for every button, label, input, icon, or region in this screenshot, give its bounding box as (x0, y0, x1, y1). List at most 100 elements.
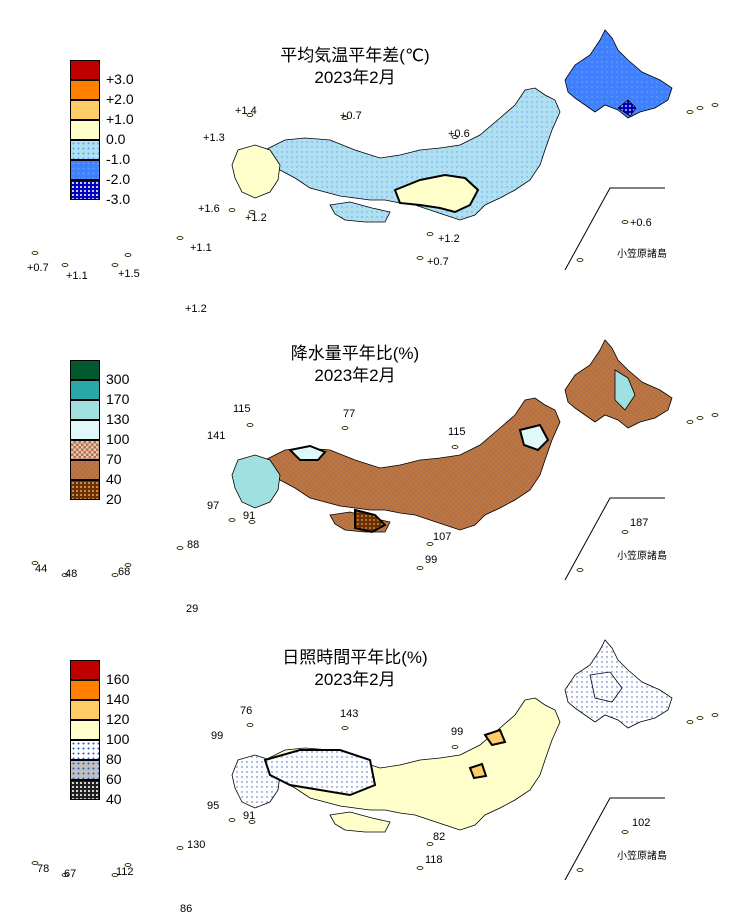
map-region (393, 173, 480, 214)
legend-swatch (70, 180, 100, 200)
island-mark (248, 520, 256, 524)
island-mark (248, 820, 256, 824)
legend-label: 20 (106, 491, 122, 507)
island-mark (426, 842, 434, 846)
island-mark (426, 232, 434, 236)
legend-label: +3.0 (106, 71, 134, 87)
legend-swatch (70, 660, 100, 680)
island-mark (696, 416, 704, 420)
station-value-sado: 143 (340, 708, 359, 720)
island-mark (246, 113, 254, 117)
island-mark (621, 530, 629, 534)
legend-swatch (70, 380, 100, 400)
legend-swatch (70, 360, 100, 380)
map-region (614, 369, 636, 411)
station-value-tanegashima: +1.2 (245, 212, 267, 224)
period-text: 2023年2月 (314, 68, 396, 87)
station-value-sado: 77 (343, 408, 356, 420)
map-region (329, 201, 391, 223)
inset-frame-line (564, 797, 665, 881)
station-value-miyako: 48 (65, 568, 78, 580)
legend-swatch (70, 80, 100, 100)
map-region (468, 762, 488, 780)
station-value-miyakejima: +1.2 (438, 233, 460, 245)
legend-label: 80 (106, 751, 122, 767)
island-mark (576, 868, 584, 872)
island-mark (124, 863, 132, 867)
station-value-okinoshima: +0.7 (427, 256, 449, 268)
island-mark (176, 846, 184, 850)
map-region (329, 811, 391, 833)
island-mark (111, 573, 119, 577)
legend-swatch (70, 460, 100, 480)
panel-title: 平均気温平年差(℃) 2023年2月 (250, 45, 460, 89)
panel-title: 日照時間平年比(%) 2023年2月 (250, 647, 460, 691)
island-mark (416, 866, 424, 870)
station-value-nase: +1.1 (190, 242, 212, 254)
title-text: 平均気温平年差(℃) (280, 46, 430, 65)
station-value-yakushima: 95 (207, 800, 220, 812)
island-mark (711, 103, 719, 107)
legend-label: 160 (106, 671, 130, 687)
island-mark (686, 110, 694, 114)
legend-label: 60 (106, 771, 122, 787)
island-mark (711, 413, 719, 417)
ogasawara-label: 小笠原諸島 (617, 851, 667, 862)
legend-label: 40 (106, 791, 122, 807)
station-value-miyakejima: 107 (433, 531, 452, 543)
station-value-tanegashima: 91 (243, 810, 256, 822)
island-mark (31, 561, 39, 565)
station-value-chichijima: 187 (630, 517, 649, 529)
station-value-chichijima: 102 (632, 817, 651, 829)
island-mark (31, 251, 39, 255)
map-region (518, 423, 550, 452)
island-mark (61, 263, 69, 267)
island-mark (621, 220, 629, 224)
island-mark (426, 542, 434, 546)
island-mark (124, 253, 132, 257)
map-region (263, 749, 377, 797)
station-value-sado: +0.7 (340, 110, 362, 122)
title-text: 降水量平年比(%) (290, 344, 420, 363)
sunshine-panel: 日照時間平年比(%) 2023年2月 160 140 120 100 80 60 40 76… (0, 610, 750, 915)
legend-label: 170 (106, 391, 130, 407)
map-region (354, 508, 387, 534)
island-mark (341, 426, 349, 430)
station-value-yakushima: +1.6 (198, 203, 220, 215)
station-value-fukue: 99 (211, 730, 224, 742)
temperature-panel: 平均気温平年差(℃) 2023年2月 +3.0 +2.0 +1.0 0.0 -1.0 -2… (0, 0, 750, 315)
station-value-minamidaito: 86 (180, 903, 193, 915)
island-mark (711, 713, 719, 717)
period-text: 2023年2月 (314, 670, 396, 689)
legend-label: -1.0 (106, 151, 131, 167)
island-mark (341, 726, 349, 730)
legend-swatch (70, 160, 100, 180)
legend-swatch (70, 700, 100, 720)
inset-frame-line (564, 497, 665, 581)
island-mark (576, 568, 584, 572)
island-mark (696, 106, 704, 110)
island-mark (61, 573, 69, 577)
station-value-okinoshima: 99 (425, 554, 438, 566)
sunshine-map (31, 639, 719, 881)
period-text: 2023年2月 (314, 366, 396, 385)
station-value-minamidaito: 29 (186, 603, 199, 615)
legend-swatch (70, 740, 100, 760)
station-value-miyakejima: 82 (433, 831, 446, 843)
legend-swatch (70, 400, 100, 420)
island-mark (228, 818, 236, 822)
island-mark (246, 423, 254, 427)
legend-swatch (70, 760, 100, 780)
station-value-miyako: +1.1 (66, 270, 88, 282)
legend-label: -2.0 (106, 171, 131, 187)
legend-label: 120 (106, 711, 130, 727)
island-mark (31, 861, 39, 865)
station-value-minamidaito: +1.2 (185, 303, 207, 315)
legend-swatch (70, 140, 100, 160)
legend-swatch (70, 680, 100, 700)
map-region (617, 99, 637, 117)
station-value-hachijo: 99 (451, 726, 464, 738)
precipitation-panel: 降水量平年比(%) 2023年2月 300 170 130 100 70 40 20 115… (0, 310, 750, 615)
legend-label: 70 (106, 451, 122, 467)
island-mark (451, 135, 459, 139)
